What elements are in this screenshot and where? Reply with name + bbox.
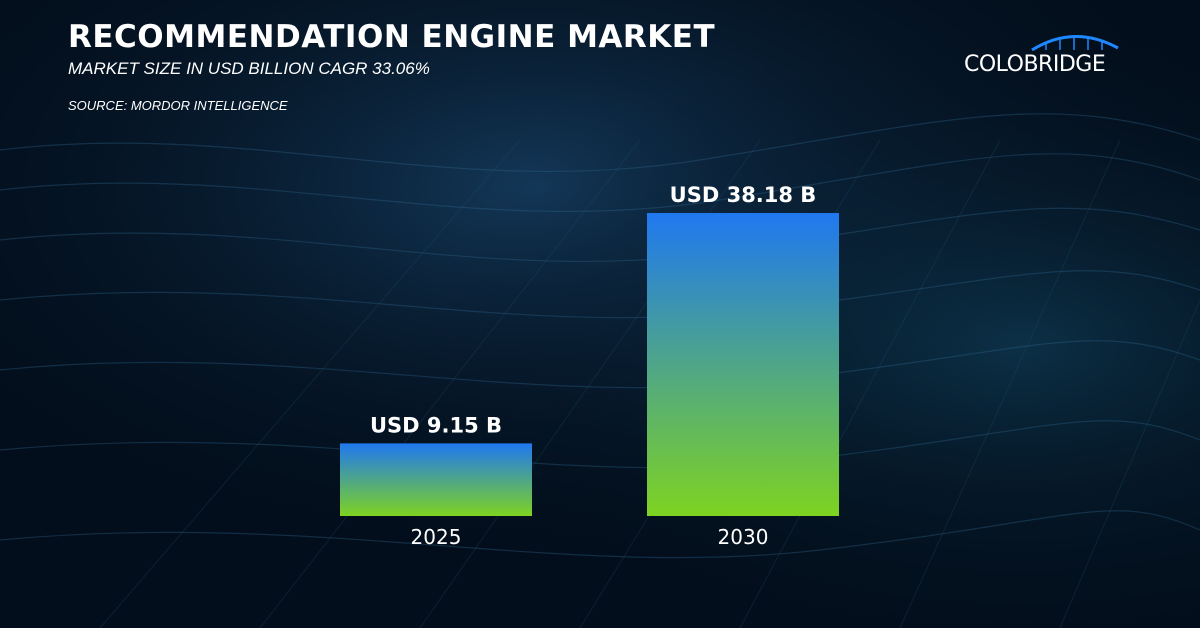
data-label-2030: USD 38.18 B <box>670 183 817 207</box>
colobridge-logo: COLOBRIDGE <box>962 30 1122 80</box>
logo-text: COLOBRIDGE <box>964 52 1106 77</box>
bar-2030 <box>647 213 839 516</box>
data-label-2025: USD 9.15 B <box>370 413 502 437</box>
page-subtitle: MARKET SIZE IN USD BILLION CAGR 33.06% <box>68 59 430 78</box>
x-tick-label-2030: 2030 <box>718 525 769 549</box>
bar-2025 <box>340 443 532 516</box>
x-tick-label-2025: 2025 <box>411 525 462 549</box>
bridge-arc-icon <box>1031 35 1119 52</box>
page-title: RECOMMENDATION ENGINE MARKET <box>68 19 716 55</box>
source-note: SOURCE: MORDOR INTELLIGENCE <box>68 98 288 113</box>
